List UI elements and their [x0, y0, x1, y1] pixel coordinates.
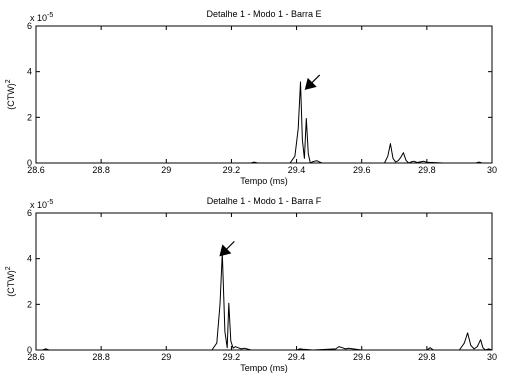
- x-tick-label: 29: [161, 352, 171, 362]
- y-tick-label: 4: [27, 254, 32, 264]
- annotation-arrow-head: [219, 244, 232, 257]
- x-tick-label: 29.4: [288, 352, 306, 362]
- y-axis-label: (CTW)2: [5, 79, 16, 110]
- x-tick-label: 29.6: [353, 165, 371, 175]
- x-tick-label: 29: [161, 165, 171, 175]
- plot-area-frame: [35, 25, 493, 164]
- y-axis-label-text: (CTW): [6, 270, 16, 297]
- exponent-base: x 10: [30, 200, 47, 210]
- y-axis-label-text: (CTW): [6, 83, 16, 110]
- annotation-arrow-head: [304, 77, 317, 90]
- x-tick-label: 29.2: [223, 165, 241, 175]
- exponent-base: x 10: [30, 13, 47, 23]
- exponent-superscript: -5: [47, 199, 53, 206]
- chart-panel-barra-e: Detalhe 1 - Modo 1 - Barra E 28.6 28.8 29 29…: [5, 9, 497, 186]
- y-axis-label-superscript: 2: [5, 266, 12, 270]
- x-tick-label: 28.8: [92, 352, 110, 362]
- chart-title: Detalhe 1 - Modo 1 - Barra F: [207, 196, 322, 206]
- plot-area-frame: [35, 212, 493, 351]
- x-tick-label: 28.8: [92, 165, 110, 175]
- x-tick-label: 30: [487, 352, 497, 362]
- annotation-arrow-shaft: [225, 240, 235, 250]
- x-axis-label: Tempo (ms): [240, 363, 288, 373]
- annotation-arrow: [219, 240, 235, 257]
- x-tick-label: 29.8: [418, 165, 436, 175]
- x-tick-label: 29.8: [418, 352, 436, 362]
- x-tick-label: 28.6: [27, 352, 45, 362]
- y-tick-label: 6: [27, 21, 32, 31]
- chart-title: Detalhe 1 - Modo 1 - Barra E: [206, 9, 321, 19]
- annotation-arrow-shaft: [311, 74, 321, 84]
- y-tick-label: 0: [27, 158, 32, 168]
- y-tick-label: 0: [27, 345, 32, 355]
- y-tick-label: 2: [27, 299, 32, 309]
- y-axis-exponent-label: x 10-5: [30, 199, 53, 210]
- y-axis-label-superscript: 2: [5, 79, 12, 83]
- x-tick-label: 29.6: [353, 352, 371, 362]
- annotation-arrow: [304, 74, 321, 90]
- exponent-superscript: -5: [47, 12, 53, 19]
- series-line: [36, 252, 493, 351]
- x-tick-label: 29.2: [223, 352, 241, 362]
- y-tick-label: 4: [27, 67, 32, 77]
- chart-panel-barra-f: Detalhe 1 - Modo 1 - Barra F 28.6 28.8 29 29…: [5, 196, 497, 373]
- x-tick-label: 28.6: [27, 165, 45, 175]
- y-axis-exponent-label: x 10-5: [30, 12, 53, 23]
- y-tick-label: 2: [27, 112, 32, 122]
- y-tick-label: 6: [27, 208, 32, 218]
- x-tick-label: 30: [487, 165, 497, 175]
- y-axis-label: (CTW)2: [5, 266, 16, 297]
- x-axis-label: Tempo (ms): [240, 176, 288, 186]
- series-line: [36, 81, 492, 164]
- x-tick-label: 29.4: [288, 165, 306, 175]
